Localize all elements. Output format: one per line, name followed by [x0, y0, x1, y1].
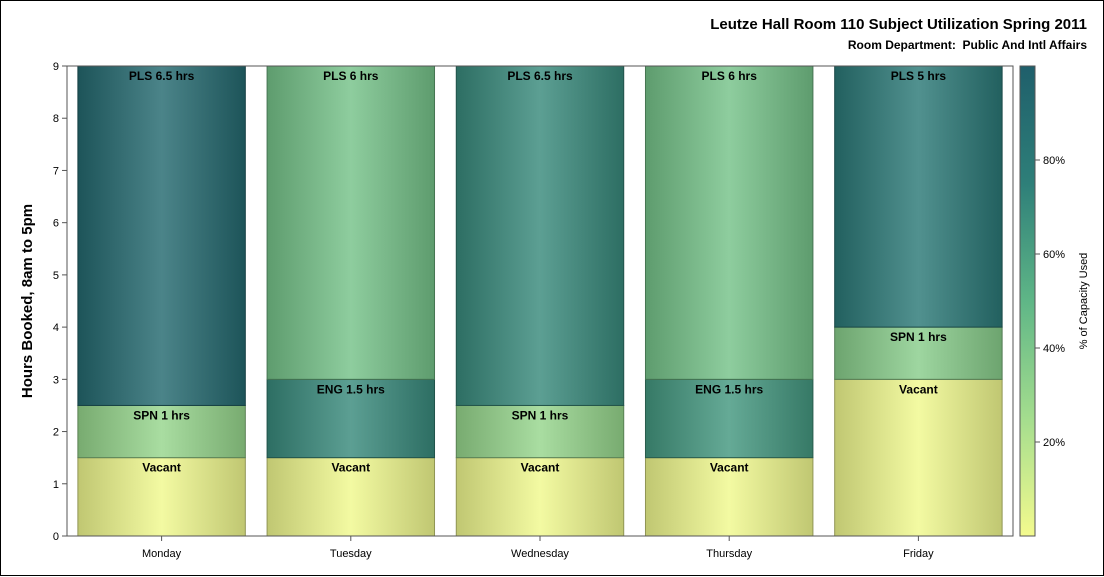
bar-segment — [455, 457, 625, 537]
axes: 0 1 2 3 4 5 6 7 8 9 Monday Tuesday Wednesday Thursday… — [53, 61, 1014, 560]
colorbar-tick-label: 60% — [1043, 249, 1065, 261]
y-tick-label: 1 — [53, 479, 59, 491]
bar-segment — [266, 65, 436, 380]
data-label: Vacant — [521, 461, 560, 475]
x-tick-label: Tuesday — [330, 548, 372, 560]
y-tick-label: 9 — [53, 61, 59, 73]
y-tick-label: 8 — [53, 113, 59, 125]
y-tick-label: 7 — [53, 165, 59, 177]
bar-segment — [77, 65, 246, 406]
x-tick-label: Monday — [142, 548, 182, 560]
data-label: ENG 1.5 hrs — [317, 382, 385, 396]
bar-segment — [455, 404, 625, 459]
bar-segment — [834, 326, 1003, 380]
data-label: SPN 1 hrs — [133, 408, 190, 422]
bar-segment — [834, 378, 1003, 537]
data-label: Vacant — [899, 382, 938, 396]
x-tick-label: Wednesday — [511, 548, 569, 560]
bar-segment — [77, 404, 246, 459]
colorbar-tick-label: 20% — [1043, 437, 1065, 449]
data-label: SPN 1 hrs — [890, 330, 947, 344]
data-label: PLS 6 hrs — [702, 69, 758, 83]
chart-title: Leutze Hall Room 110 Subject Utilization… — [710, 16, 1087, 33]
y-tick-label: 2 — [53, 427, 59, 439]
bar-segment — [77, 457, 246, 537]
colorbar-gradient — [1019, 65, 1036, 537]
data-label: PLS 6.5 hrs — [129, 69, 195, 83]
data-label: SPN 1 hrs — [512, 408, 569, 422]
data-label: ENG 1.5 hrs — [695, 382, 763, 396]
chart-subtitle: Room Department: Public And Intl Affairs — [848, 38, 1087, 52]
bar-segment — [644, 65, 814, 380]
y-tick-label: 3 — [53, 374, 59, 386]
data-label: Vacant — [331, 461, 370, 475]
bar-segment — [455, 65, 625, 406]
plot-area: Vacant SPN 1 hrs PLS 6.5 hrs Vacant ENG 1.5 … — [77, 65, 1003, 537]
colorbar: 20% 40% 60% 80% — [1019, 65, 1065, 537]
x-tick-label: Friday — [903, 548, 934, 560]
y-tick-label: 5 — [53, 270, 59, 282]
bar-segment — [644, 378, 814, 459]
data-label: Vacant — [142, 461, 181, 475]
y-axis-label: Hours Booked, 8am to 5pm — [19, 204, 36, 398]
data-label: PLS 5 hrs — [891, 69, 947, 83]
colorbar-label: % of Capacity Used — [1078, 253, 1090, 350]
data-label: Vacant — [710, 461, 749, 475]
bar-segment — [834, 65, 1003, 328]
colorbar-tick-label: 40% — [1043, 343, 1065, 355]
data-label: PLS 6.5 hrs — [507, 69, 573, 83]
y-tick-label: 6 — [53, 218, 59, 230]
y-tick-label: 4 — [53, 322, 59, 334]
x-tick-label: Thursday — [706, 548, 752, 560]
bar-segment — [266, 378, 436, 459]
colorbar-tick-label: 80% — [1043, 155, 1065, 167]
data-label: PLS 6 hrs — [323, 69, 379, 83]
y-tick-label: 0 — [53, 531, 59, 543]
